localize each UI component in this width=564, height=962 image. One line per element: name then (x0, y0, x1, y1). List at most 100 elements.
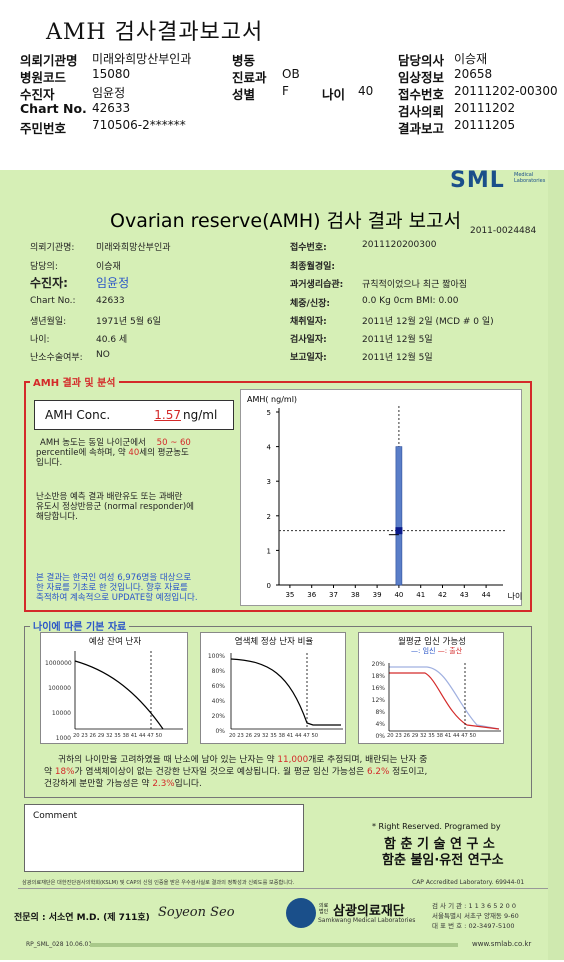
chart3-ytick: 12% (371, 697, 385, 704)
header-label: 접수번호 (398, 87, 445, 102)
chart3-ytick: 20% (371, 661, 385, 668)
report-sheet-edge (548, 170, 564, 960)
normal-chromosome-title: 염색체 정상 난자 비율 (234, 637, 314, 647)
header-value: 20658 (454, 67, 493, 81)
amh-p1a: AMH 농도는 동일 나이군에서 (40, 438, 146, 448)
age-t3a: 건강하게 분만할 가능성은 약 (44, 779, 150, 789)
sml-logo-subtitle: Medical Laboratories (514, 172, 546, 184)
patient-value: 규칙적이었으나 최근 짧아짐 (362, 280, 468, 290)
website: www.smlab.co.kr (472, 940, 532, 948)
header-value: 20111205 (454, 118, 516, 132)
x-tick-label: 35 (285, 591, 294, 599)
x-tick-label: 44 (482, 591, 491, 599)
x-tick-label: 40 (394, 591, 403, 599)
chart3-ytick: 16% (371, 685, 385, 692)
header-value: F (282, 84, 289, 98)
amh-avg-age: 40 (128, 448, 140, 458)
age-t2b: 가 염색체이상이 없는 건강한 난자일 것으로 예상됩니다. 월 평균 임신 가… (74, 767, 365, 777)
pregnancy-chance-title: 월평균 임신 가능성 (398, 637, 466, 647)
patient-label: 담당의: (30, 262, 58, 272)
header-label: 주민번호 (20, 121, 67, 136)
amh-concentration-box: AMH Conc. 1.57 ng/ml (34, 400, 234, 430)
patient-label: Chart No.: (30, 296, 76, 306)
patient-label: 생년월일: (30, 317, 67, 327)
pregnancy-chance-curve (388, 663, 501, 732)
y-tick-label: 3 (267, 478, 271, 486)
form-number: RP_SML_028 10.06.01 (26, 941, 93, 948)
patient-label: 채취일자: (290, 317, 327, 327)
patient-label: 나이: (30, 335, 50, 345)
y-tick-label: 1 (267, 547, 271, 555)
comment-box: Comment (24, 804, 304, 872)
y-tick-label: 4 (267, 444, 272, 452)
normal-chromosome-chart: 염색체 정상 난자 비율 100% 80% 60% 40% 20% 0% 20 … (200, 632, 346, 744)
normal-chromosome-curve (230, 653, 343, 730)
patient-value: 2011120200300 (362, 240, 437, 250)
rights-text: * Right Reserved. Programed by (372, 822, 501, 831)
chart2-ytick: 80% (211, 668, 225, 675)
chart2-ytick: 0% (215, 728, 225, 735)
amh-p1b: percentile에 속하며, 약 (36, 448, 126, 458)
header-label: 성별 (232, 87, 256, 102)
header-row: 수진자 임윤정 성별 F 나이 40 접수번호 20111202-00300 (20, 84, 560, 102)
birth-pct: 2.3% (152, 779, 175, 789)
remaining-eggs-chart: 예상 잔여 난자 1000000 100000 10000 1000 20 23… (40, 632, 188, 744)
legend-pregnancy: —: 임신 (411, 647, 436, 655)
age-t2a: 약 (44, 767, 53, 777)
foundation-name: 삼광의료재단 (333, 904, 405, 919)
header-row: 병원코드 15080 진료과 OB 임상정보 20658 (20, 67, 560, 85)
org-name-1: 함 춘 기 술 연 구 소 (384, 837, 495, 852)
sml-logo: SML (450, 168, 505, 193)
chart3-ytick: 4% (375, 721, 385, 728)
patient-value: 미래와희망산부인과 (96, 243, 171, 253)
header-label: 수진자 (20, 87, 55, 102)
header-value: 미래와희망산부인과 (92, 52, 192, 66)
chart1-ytick: 100000 (48, 685, 71, 692)
x-tick-label: 38 (351, 591, 360, 599)
amh-conc-label: AMH Conc. (45, 408, 111, 422)
remaining-eggs-curve (74, 651, 183, 730)
header-row: Chart No. 42633 검사의뢰 20111202 (20, 101, 560, 119)
report-doc-number: 2011-0024484 (470, 226, 537, 236)
org-name-2: 함춘 불임·유전 연구소 (382, 853, 504, 868)
amh-p3-line: 한 자료를 기초로 한 것입니다. 향후 자료를 (36, 583, 188, 593)
header-value: 15080 (92, 67, 131, 81)
patient-value: 2011년 12월 2일 (MCD # 0 일) (362, 317, 494, 327)
amh-chart: AMH( ng/ml) 0 1 2 3 4 5 35 36 37 38 39 40 41 42 43 44 나이 (247, 395, 523, 601)
chart3-ytick: 0% (375, 733, 385, 740)
x-axis-label: 나이 (508, 591, 523, 601)
x-tick-label: 42 (438, 591, 447, 599)
amh-p2-line: 유도시 정상반응군 (normal responder)에 (36, 502, 194, 512)
patient-info: 의뢰기관명: 미래와희망산부인과 담당의: 이승재 수진자: 임윤정 Chart No.: 4… (30, 240, 550, 370)
chart2-ytick: 100% (207, 653, 225, 660)
patient-label: 보고일자: (290, 353, 327, 363)
contact-main-number: 대 표 번 호 : 02-3497-5100 (432, 922, 515, 930)
report-header-title: AMH 검사결과보고서 (46, 20, 264, 45)
header-label: 병동 (232, 53, 256, 68)
header-label: 임상정보 (398, 70, 445, 85)
amh-range-bar (395, 446, 403, 586)
patient-value: 1971년 5월 6일 (96, 317, 161, 327)
patient-label: 수진자: (30, 276, 68, 290)
header-label: 결과보고 (398, 121, 445, 136)
patient-label: 과거생리습관: (290, 280, 344, 290)
chart2-ytick: 60% (211, 683, 225, 690)
y-tick-label: 5 (267, 409, 271, 417)
header-label: 검사의뢰 (398, 104, 445, 119)
chart1-ytick: 1000000 (45, 660, 72, 667)
header-value: 40 (358, 84, 374, 98)
header-row: 주민번호 710506-2****** 결과보고 20111205 (20, 118, 560, 136)
chart3-ytick: 18% (371, 673, 385, 680)
x-tick-label: 41 (416, 591, 425, 599)
header-value: 임윤정 (92, 86, 126, 100)
patient-value: 42633 (96, 296, 125, 306)
patient-label: 접수번호: (290, 243, 327, 253)
amh-p2-line: 해당합니다. (36, 512, 78, 522)
chart2-xaxis: 20 23 26 29 32 35 38 41 44 47 50 (229, 733, 319, 739)
age-t1b: 개로 추정되며, 배란되는 난자 중 (308, 755, 428, 765)
patient-label: 최종월경일: (290, 262, 335, 272)
patient-value: NO (96, 350, 110, 360)
header-label: 나이 (322, 87, 346, 102)
x-tick-label: 43 (460, 591, 469, 599)
header-label: 진료과 (232, 70, 267, 85)
